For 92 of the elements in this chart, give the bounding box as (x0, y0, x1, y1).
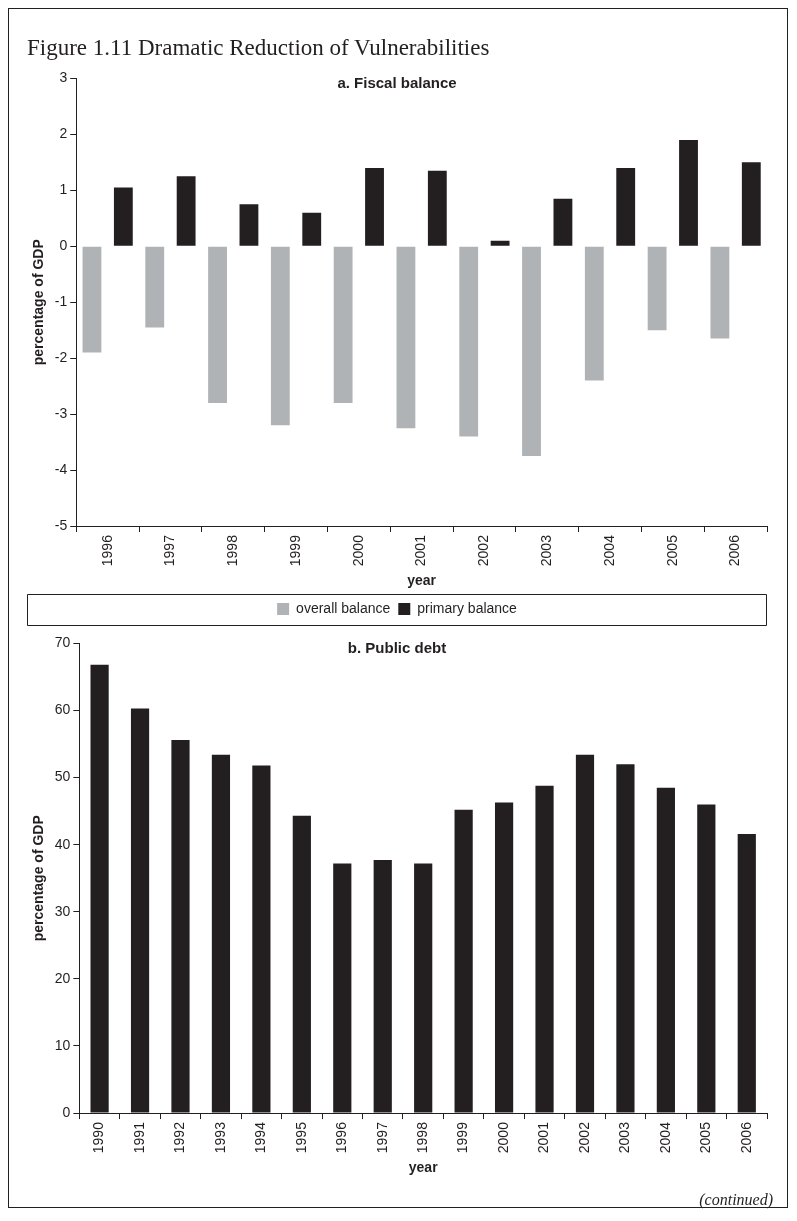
bar (113, 187, 133, 246)
text: (continued) (698, 1191, 774, 1209)
y-axis-title: percentage of GDP (30, 239, 47, 366)
x-tick-label: 1994 (252, 1121, 269, 1154)
x-tick-label: 2005 (697, 1121, 714, 1154)
bar (741, 162, 761, 246)
bar (82, 246, 102, 353)
x-tick-label: 1992 (171, 1121, 188, 1154)
bar (575, 754, 595, 1113)
bar (427, 170, 447, 246)
bar (365, 167, 384, 246)
x-tick-label: 1999 (454, 1121, 471, 1154)
bar (211, 754, 231, 1113)
x-tick-label: 2003 (616, 1121, 633, 1154)
bar (710, 246, 730, 339)
chart-title: a. Fiscal balance (337, 73, 457, 91)
bar (176, 176, 196, 246)
x-tick-label: 2006 (726, 534, 743, 567)
y-tick-label: 2 (59, 125, 68, 142)
bar (494, 802, 514, 1113)
bar (333, 863, 352, 1113)
y-tick-label: -2 (54, 349, 68, 366)
bar (697, 804, 716, 1113)
x-tick-label: 1996 (98, 534, 115, 567)
y-tick-label: 10 (54, 1036, 71, 1053)
x-axis-title: year (407, 572, 437, 589)
bar (90, 664, 109, 1113)
x-tick-label: 2000 (494, 1121, 511, 1154)
bar (616, 764, 635, 1113)
bar (584, 246, 604, 381)
y-tick-label: 30 (54, 902, 71, 919)
y-tick-label: 3 (59, 69, 68, 86)
x-tick-label: 1996 (333, 1121, 350, 1154)
x-tick-label: 2004 (656, 1121, 673, 1154)
bar (737, 833, 756, 1113)
x-tick-label: 1998 (414, 1121, 431, 1154)
chart-title: b. Public debt (347, 638, 447, 656)
y-tick-label: 60 (54, 701, 71, 718)
bar (130, 708, 150, 1113)
bar (171, 740, 190, 1113)
bar (459, 246, 479, 437)
y-tick-label: 50 (54, 768, 71, 785)
bar (679, 139, 698, 246)
bar (292, 815, 311, 1113)
y-tick-label: 1 (59, 181, 68, 198)
x-tick-label: 1997 (373, 1121, 390, 1154)
x-tick-label: 1993 (211, 1121, 228, 1154)
bar (490, 240, 510, 246)
y-tick-label: 40 (54, 835, 71, 852)
bar (145, 246, 165, 328)
y-tick-label: 20 (54, 969, 71, 986)
bar (208, 246, 227, 403)
y-axis-title: percentage of GDP (30, 815, 47, 942)
x-tick-label: 2004 (600, 534, 617, 567)
bar (373, 860, 392, 1113)
x-tick-label: 2001 (535, 1121, 552, 1154)
y-tick-label: -1 (54, 293, 68, 310)
x-tick-label: 1995 (292, 1121, 309, 1154)
caption: Figure 1.11 Dramatic Reduction of Vulnerabilities (27, 34, 491, 62)
x-tick-label: 2005 (663, 534, 680, 567)
x-tick-label: 2002 (475, 534, 492, 567)
bar (454, 809, 473, 1113)
bar (522, 246, 541, 457)
y-tick-label: 0 (59, 237, 68, 254)
legend-label: overall balance (296, 599, 391, 616)
x-tick-label: 1998 (224, 534, 241, 567)
x-tick-label: 2000 (349, 534, 366, 567)
bar (270, 246, 290, 426)
x-tick-label: 1999 (286, 534, 303, 567)
y-tick-label: -5 (54, 516, 68, 533)
bar (656, 787, 675, 1113)
x-tick-label: 2001 (412, 534, 429, 567)
y-tick-label: 0 (62, 1103, 71, 1120)
x-tick-label: 2006 (737, 1121, 754, 1154)
y-tick-label: -4 (54, 460, 68, 477)
bar (616, 167, 636, 246)
bar (302, 212, 322, 246)
x-tick-label: 1990 (90, 1121, 107, 1154)
x-tick-label: 2003 (538, 534, 555, 567)
bar (252, 765, 271, 1113)
bar (414, 863, 433, 1113)
bar (239, 204, 259, 246)
bar (647, 246, 667, 331)
bar (535, 785, 554, 1113)
x-tick-label: 1997 (161, 534, 178, 567)
y-tick-label: -3 (54, 405, 68, 421)
x-tick-label: 1991 (130, 1121, 147, 1154)
bar (553, 198, 573, 246)
bar (396, 246, 416, 429)
y-tick-label: 70 (54, 634, 71, 651)
x-tick-label: 2002 (575, 1121, 592, 1154)
bar (333, 246, 353, 403)
